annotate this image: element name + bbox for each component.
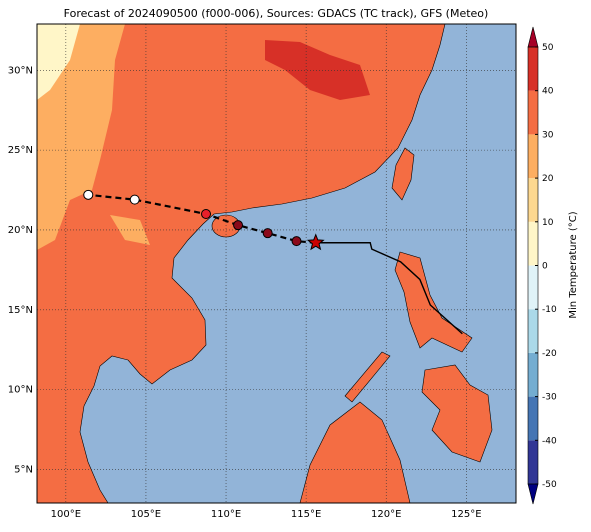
colorbar-band bbox=[528, 221, 538, 266]
y-tick-label: 5°N bbox=[14, 464, 33, 475]
colorbar-tick-label: -10 bbox=[542, 305, 557, 315]
mainland bbox=[37, 24, 446, 503]
colorbar-tick-label: 0 bbox=[542, 262, 548, 272]
y-tick-label: 10°N bbox=[8, 385, 33, 396]
track-point bbox=[306, 233, 325, 251]
taiwan bbox=[391, 147, 415, 201]
colorbar-band bbox=[528, 47, 538, 91]
colorbar-tick-label: -20 bbox=[542, 349, 557, 359]
colorbar-extend-high bbox=[527, 26, 539, 48]
colorbar-tick-label: 20 bbox=[542, 174, 554, 184]
colorbar-band bbox=[528, 396, 538, 441]
x-tick-label: 115°E bbox=[291, 509, 321, 520]
colorbar-tick-label: -30 bbox=[542, 393, 557, 403]
hot-patch bbox=[265, 40, 370, 100]
colorbar-band bbox=[528, 90, 538, 135]
map-frame bbox=[36, 23, 517, 504]
borneo bbox=[299, 401, 411, 503]
colorbar-band bbox=[528, 134, 538, 179]
y-tick-label: 25°N bbox=[8, 145, 33, 156]
colorbar-tick-label: 10 bbox=[542, 218, 554, 228]
track-point bbox=[233, 220, 244, 231]
colorbar-band bbox=[528, 178, 538, 222]
colorbar-band bbox=[528, 352, 538, 397]
map bbox=[37, 24, 516, 503]
y-tick-label: 20°N bbox=[8, 225, 33, 236]
colorbar-band bbox=[528, 309, 538, 353]
x-tick-label: 125°E bbox=[451, 509, 481, 520]
colorbar-label: Min Temperature (°C) bbox=[568, 211, 579, 318]
visayas-mindanao bbox=[421, 364, 493, 463]
colorbar-tick-label: -50 bbox=[542, 480, 557, 490]
highland-orange bbox=[37, 24, 125, 250]
x-tick-label: 110°E bbox=[211, 509, 241, 520]
x-tick-label: 105°E bbox=[131, 509, 161, 520]
colorbar-band bbox=[528, 265, 538, 310]
track-point bbox=[262, 228, 273, 239]
palawan bbox=[344, 351, 391, 403]
title: Forecast of 2024090500 (f000-006), Sourc… bbox=[64, 7, 489, 20]
y-tick-label: 15°N bbox=[8, 305, 33, 316]
luzon bbox=[394, 251, 473, 353]
track-point bbox=[129, 194, 140, 205]
track-point bbox=[201, 209, 212, 220]
colorbar-tick-label: 40 bbox=[542, 87, 554, 97]
colorbar-tick-label: 50 bbox=[542, 43, 554, 53]
colorbar-tick-label: -40 bbox=[542, 436, 557, 446]
colorbar-band bbox=[528, 440, 538, 484]
track-point bbox=[291, 236, 302, 247]
observed-track bbox=[315, 242, 463, 335]
highland-yellow bbox=[37, 24, 80, 100]
colorbar-tick-label: 30 bbox=[542, 130, 554, 140]
track-point bbox=[83, 189, 94, 200]
x-tick-label: 120°E bbox=[371, 509, 401, 520]
colorbar-extend-low bbox=[527, 483, 539, 505]
y-tick-label: 30°N bbox=[8, 65, 33, 76]
x-tick-label: 100°E bbox=[51, 509, 81, 520]
